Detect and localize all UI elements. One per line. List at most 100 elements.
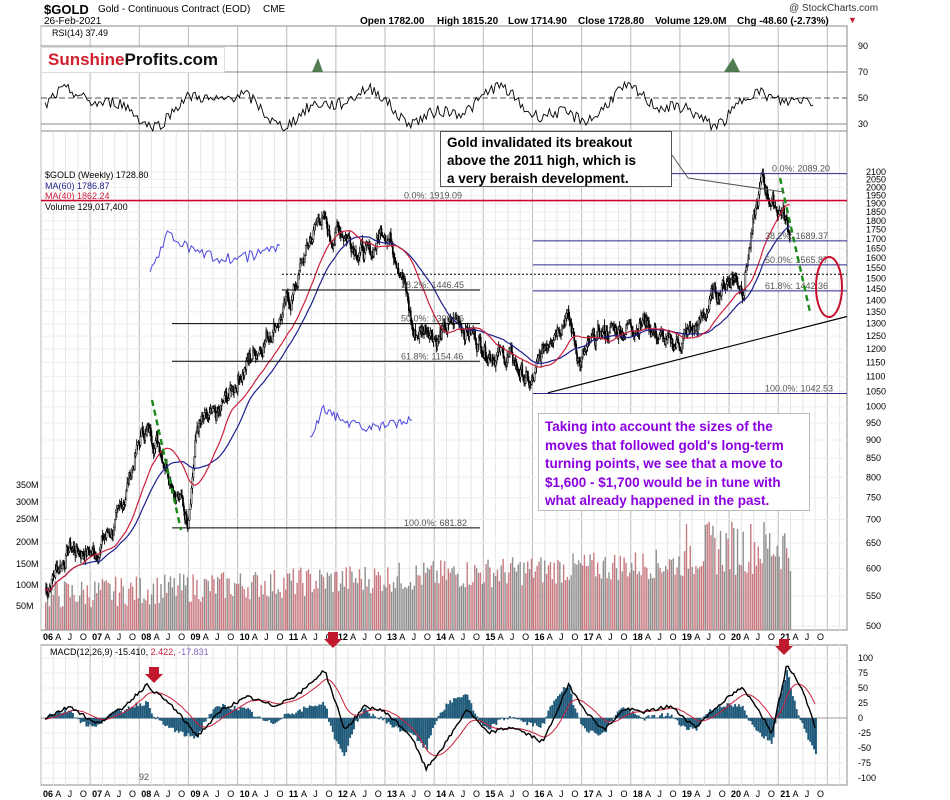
- candle-body: [183, 505, 185, 512]
- macd-histogram-bar: [243, 707, 246, 719]
- candle-body: [441, 329, 443, 340]
- candle-body: [79, 551, 81, 555]
- macd-histogram-bar: [326, 708, 328, 719]
- volume-bar: [515, 571, 518, 630]
- candle-body: [306, 242, 309, 246]
- macd-histogram-bar: [277, 718, 280, 721]
- macd-histogram-bar: [553, 700, 556, 719]
- x-axis-label-bottom: J: [313, 789, 318, 799]
- macd-histogram-bar: [177, 718, 180, 733]
- candle-body: [373, 249, 375, 257]
- volume-bar: [702, 561, 705, 630]
- volume-bar: [579, 563, 582, 630]
- macd-histogram-bar: [701, 717, 704, 719]
- x-axis-label: O: [227, 632, 234, 642]
- macd-histogram-bar: [443, 709, 446, 719]
- volume-bar: [294, 594, 296, 630]
- candle-body: [544, 346, 546, 349]
- candle-body: [737, 285, 740, 288]
- macd-histogram-bar: [199, 718, 201, 732]
- volume-bar: [466, 562, 468, 630]
- macd-histogram-bar: [322, 701, 325, 719]
- macd-histogram-bar: [272, 718, 275, 725]
- price-tick-label: 1550: [866, 263, 886, 273]
- candle-body: [762, 174, 765, 178]
- macd-histogram-bar: [786, 670, 789, 719]
- macd-histogram-bar: [551, 704, 554, 719]
- x-axis-label-bottom: A: [55, 789, 61, 799]
- candle-body: [525, 371, 527, 378]
- volume-bar: [691, 566, 693, 630]
- volume-bar: [116, 605, 119, 630]
- volume-bar: [156, 577, 158, 630]
- macd-histogram-bar: [468, 700, 471, 719]
- candle-body: [142, 430, 145, 437]
- macd-histogram-bar: [666, 712, 669, 719]
- volume-bar: [719, 530, 722, 630]
- volume-tick-label: 100M: [16, 580, 39, 590]
- volume-bar: [683, 551, 686, 630]
- candle-body: [709, 294, 712, 300]
- volume-bar: [574, 563, 576, 630]
- macd-histogram-bar: [360, 713, 363, 719]
- volume-bar: [757, 546, 760, 630]
- candle-body: [577, 358, 579, 362]
- candle-body: [535, 361, 538, 368]
- volume-bar: [494, 576, 497, 630]
- volume-bar: [746, 572, 748, 630]
- macd-histogram-bar: [274, 718, 276, 724]
- volume-bar: [205, 579, 208, 630]
- candle-body: [503, 357, 506, 364]
- volume-bar: [198, 599, 200, 630]
- macd-histogram-bar: [470, 703, 473, 719]
- header-open: Open 1782.00: [360, 16, 425, 27]
- volume-bar: [50, 587, 53, 630]
- macd-histogram-bar: [435, 718, 438, 722]
- macd-histogram-bar: [499, 718, 502, 720]
- candle-body: [348, 235, 351, 238]
- candle-body: [116, 505, 119, 509]
- x-axis-label-bottom: J: [412, 789, 417, 799]
- macd-histogram-bar: [173, 718, 176, 733]
- volume-bar: [513, 567, 516, 630]
- volume-bar: [139, 577, 141, 630]
- candle-body: [364, 245, 367, 253]
- candle-body: [475, 338, 477, 345]
- candle-body: [414, 330, 417, 338]
- volume-bar: [440, 560, 442, 630]
- volume-bar: [394, 587, 397, 630]
- annotation-bottom-line4: $1,600 - $1,700 would be in tune with: [545, 474, 781, 490]
- macd-histogram-bar: [514, 718, 517, 719]
- x-axis-label: J: [362, 632, 367, 642]
- volume-bar: [249, 599, 251, 630]
- candle-body: [736, 281, 739, 287]
- x-axis-label: 14: [436, 632, 446, 642]
- volume-bar: [245, 597, 247, 630]
- x-axis-label-bottom: A: [645, 789, 651, 799]
- macd-histogram-bar: [634, 713, 636, 719]
- volume-bar: [714, 537, 716, 630]
- candle-body: [754, 207, 757, 216]
- volume-bar: [544, 560, 546, 630]
- volume-bar: [768, 533, 771, 630]
- candle-body: [343, 238, 346, 241]
- macd-peak-arrow-icon: [775, 639, 793, 655]
- macd-histogram-bar: [239, 706, 242, 719]
- x-axis-label: J: [313, 632, 318, 642]
- candle-body: [489, 353, 492, 360]
- price-tick-label: 850: [866, 453, 881, 463]
- macd-histogram-bar: [749, 718, 752, 722]
- volume-bar: [169, 576, 172, 630]
- volume-bar: [502, 558, 504, 630]
- x-axis-label-bottom: O: [719, 789, 726, 799]
- macd-histogram-bar: [520, 718, 523, 721]
- candle-body: [187, 520, 190, 530]
- macd-histogram-bar: [430, 718, 432, 736]
- candle-body: [576, 353, 578, 362]
- macd-histogram-bar: [537, 718, 540, 727]
- candle-body: [763, 176, 766, 186]
- macd-histogram-bar: [791, 696, 794, 719]
- volume-bar: [729, 569, 731, 630]
- volume-bar: [213, 579, 215, 630]
- candle-body: [540, 353, 543, 362]
